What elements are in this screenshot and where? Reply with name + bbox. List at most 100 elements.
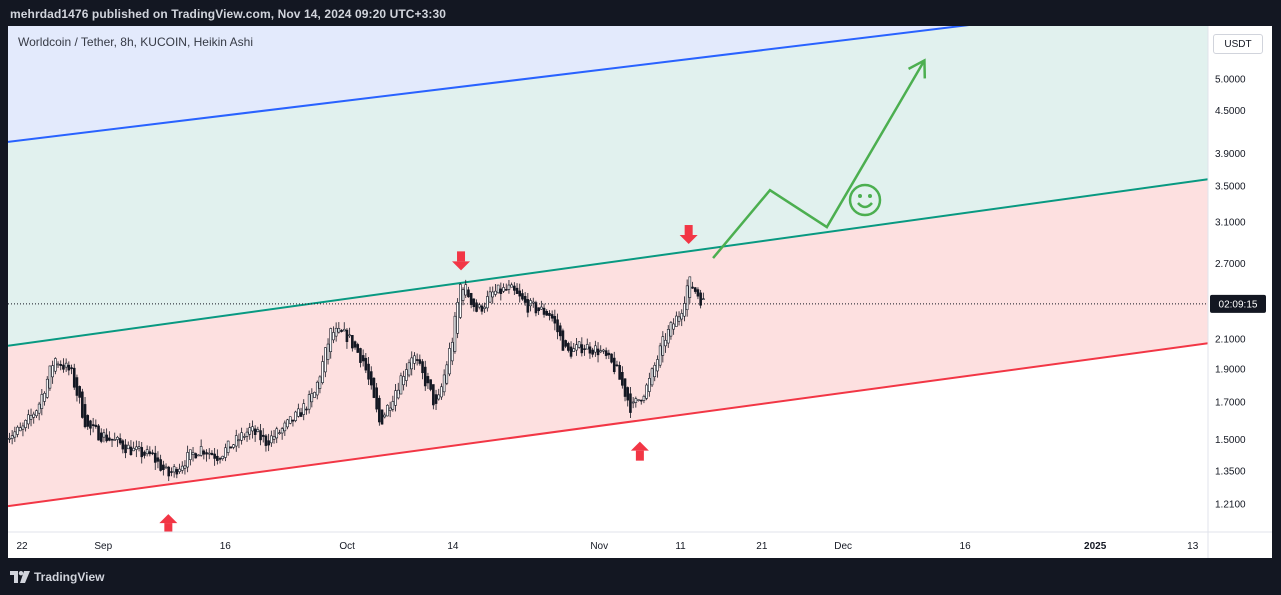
- candle: [661, 331, 665, 363]
- smiley-face-icon: [848, 183, 882, 217]
- candle-body: [472, 298, 476, 308]
- candle: [205, 449, 208, 462]
- candle-body: [67, 364, 71, 371]
- candle-body: [10, 435, 14, 439]
- arrow-shaft: [684, 225, 693, 236]
- candle: [629, 387, 632, 419]
- candle: [513, 282, 516, 296]
- candle-body: [342, 328, 346, 332]
- candle: [621, 366, 624, 389]
- chart-frame[interactable]: 5.0000 4.5000 3.9000 3.5000 3.1000 2.7000 2.10…: [8, 26, 1272, 558]
- candle-body: [410, 357, 414, 370]
- candle: [313, 391, 316, 398]
- candle: [29, 408, 33, 427]
- candle: [388, 401, 392, 418]
- candle-body: [326, 343, 330, 360]
- candle: [542, 303, 546, 318]
- candle: [83, 397, 87, 429]
- arrow-head: [159, 514, 178, 524]
- candle: [351, 335, 354, 352]
- candle: [526, 293, 530, 318]
- candle: [359, 347, 362, 368]
- candle: [27, 409, 30, 429]
- candle: [594, 340, 597, 357]
- candle: [86, 414, 90, 430]
- candle-body: [278, 432, 281, 434]
- candle-body: [626, 387, 630, 401]
- candle-body: [110, 438, 114, 441]
- candle: [151, 449, 154, 456]
- candle-body: [129, 446, 133, 456]
- candle: [13, 426, 17, 442]
- candle-body: [364, 357, 368, 371]
- candle-body: [666, 329, 670, 344]
- candle: [499, 282, 503, 301]
- projection-arrowhead: [907, 58, 927, 79]
- candle: [272, 430, 276, 444]
- candle: [448, 342, 451, 377]
- candle: [583, 344, 586, 356]
- chart-canvas[interactable]: 5.0000 4.5000 3.9000 3.5000 3.1000 2.7000 2.10…: [8, 26, 1272, 558]
- candle-body: [645, 384, 648, 399]
- candle: [453, 311, 457, 354]
- candle: [159, 454, 162, 472]
- candle: [102, 429, 106, 443]
- time-tick-label: 11: [675, 541, 686, 552]
- candle-body: [531, 301, 535, 304]
- candle-body: [677, 316, 681, 322]
- currency-selector[interactable]: USDT: [1213, 34, 1263, 54]
- candle-body: [648, 378, 651, 392]
- candle: [97, 424, 100, 441]
- candle-body: [351, 335, 354, 349]
- candle-body: [51, 365, 54, 378]
- candle-body: [229, 446, 233, 449]
- channel-line-lower: [8, 342, 1208, 508]
- candle-body: [464, 284, 468, 296]
- candle: [153, 445, 157, 470]
- candle-body: [234, 435, 238, 447]
- candle-body: [572, 348, 576, 352]
- time-tick-label: Sep: [94, 541, 112, 552]
- candle: [486, 290, 489, 312]
- candle: [197, 454, 200, 457]
- candle-body: [81, 391, 84, 418]
- candle-body: [124, 444, 127, 454]
- candle-body: [504, 289, 508, 291]
- candle-body: [402, 376, 405, 386]
- candle-body: [297, 408, 300, 417]
- footer-brand[interactable]: TradingView: [10, 570, 104, 584]
- candle-body: [607, 352, 611, 356]
- candle-body: [72, 367, 76, 388]
- candle: [62, 358, 65, 373]
- candle: [178, 463, 181, 474]
- candle: [140, 442, 144, 464]
- candle-body: [540, 306, 543, 310]
- candle: [45, 376, 49, 399]
- candle-body: [32, 413, 36, 418]
- candle-body: [143, 451, 146, 456]
- symbol-legend[interactable]: Worldcoin / Tether, 8h, KUCOIN, Heikin A…: [18, 35, 253, 49]
- arrow-up-marker: [159, 514, 178, 532]
- candle-body: [545, 310, 549, 316]
- candle-body: [415, 359, 419, 361]
- candle-body: [653, 364, 657, 378]
- candle-body: [237, 439, 241, 442]
- candle: [666, 325, 670, 348]
- candle-body: [569, 346, 573, 357]
- candle: [639, 399, 643, 405]
- candle: [259, 424, 262, 446]
- candle-body: [70, 367, 73, 370]
- candle: [691, 281, 694, 289]
- candle-body: [475, 302, 478, 312]
- candle-body: [199, 446, 203, 456]
- candle: [399, 372, 403, 395]
- candle: [51, 360, 54, 384]
- candle: [648, 372, 651, 397]
- candle: [442, 369, 446, 396]
- candle-body: [62, 364, 65, 370]
- candle: [494, 284, 497, 297]
- candle: [105, 428, 108, 443]
- candle-body: [432, 384, 435, 406]
- candle-body: [240, 432, 243, 441]
- countdown-badge: 02:09:15: [1210, 294, 1266, 313]
